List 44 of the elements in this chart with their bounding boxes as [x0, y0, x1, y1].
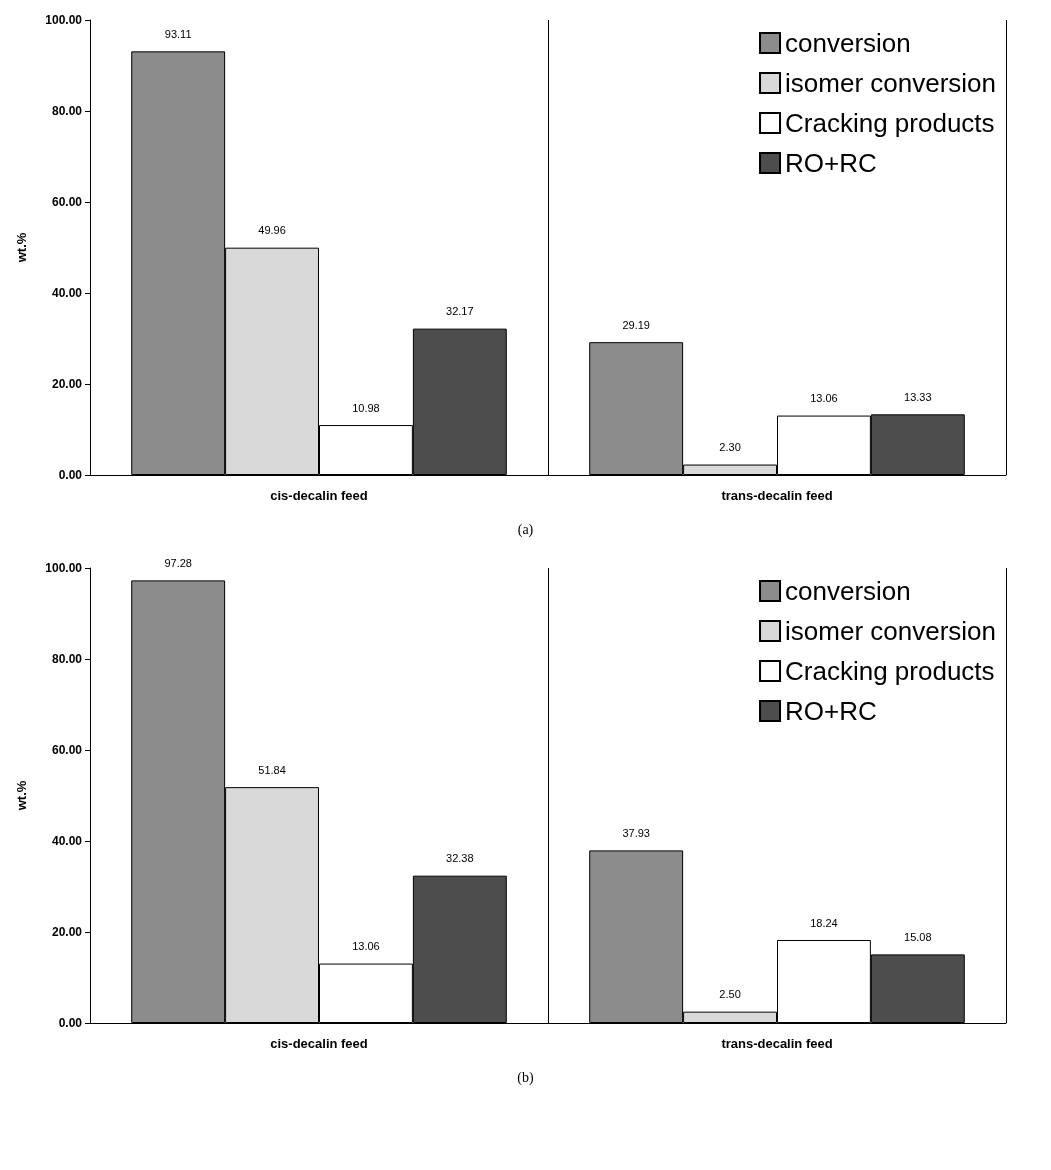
y-tick-label: 100.00: [45, 13, 83, 27]
y-tick-label: 0.00: [58, 468, 83, 482]
data-label: 18.24: [810, 916, 838, 929]
y-tick-label: 20.00: [51, 925, 83, 939]
legend-label: isomer conversion: [785, 68, 997, 98]
data-label: 13.06: [352, 940, 380, 953]
data-label: 2.30: [719, 441, 741, 454]
x-tick-label: trans-decalin feed: [721, 488, 833, 503]
y-tick-label: 60.00: [51, 743, 83, 757]
text: (b): [516, 1069, 535, 1087]
legend-label: conversion: [785, 576, 911, 606]
legend-label: conversion: [785, 28, 911, 58]
legend-label: RO+RC: [785, 696, 877, 726]
x-tick-label: cis-decalin feed: [270, 488, 368, 503]
x-tick-label: trans-decalin feed: [721, 1036, 833, 1051]
y-tick-label: 60.00: [51, 195, 83, 209]
data-label: 10.98: [352, 401, 380, 414]
y-axis-title: wt.%: [14, 232, 29, 264]
data-label: 13.33: [904, 390, 932, 403]
legend-label: Cracking products: [785, 656, 995, 686]
data-label: 49.96: [258, 224, 286, 237]
y-tick-label: 80.00: [51, 652, 83, 666]
y-tick-label: 100.00: [45, 561, 83, 575]
data-label: 32.17: [446, 305, 474, 318]
y-tick-label: 80.00: [51, 104, 83, 118]
y-tick-label: 0.00: [58, 1016, 83, 1030]
legend-label: isomer conversion: [785, 616, 997, 646]
data-label: 29.19: [622, 318, 650, 331]
data-label: 37.93: [622, 826, 650, 839]
text: (a): [516, 521, 535, 539]
data-label: 15.08: [904, 930, 932, 943]
x-tick-label: cis-decalin feed: [270, 1036, 368, 1051]
data-label: 93.11: [164, 27, 192, 40]
legend-label: RO+RC: [785, 148, 877, 178]
y-tick-label: 40.00: [51, 834, 83, 848]
data-label: 32.38: [446, 852, 474, 865]
legend-label: Cracking products: [785, 108, 995, 138]
y-tick-label: 20.00: [51, 377, 83, 391]
data-label: 97.28: [164, 556, 192, 569]
data-label: 2.50: [719, 988, 741, 1001]
y-axis-title: wt.%: [14, 780, 29, 812]
data-label: 13.06: [810, 392, 838, 405]
y-tick-label: 40.00: [51, 286, 83, 300]
data-label: 51.84: [258, 763, 286, 776]
